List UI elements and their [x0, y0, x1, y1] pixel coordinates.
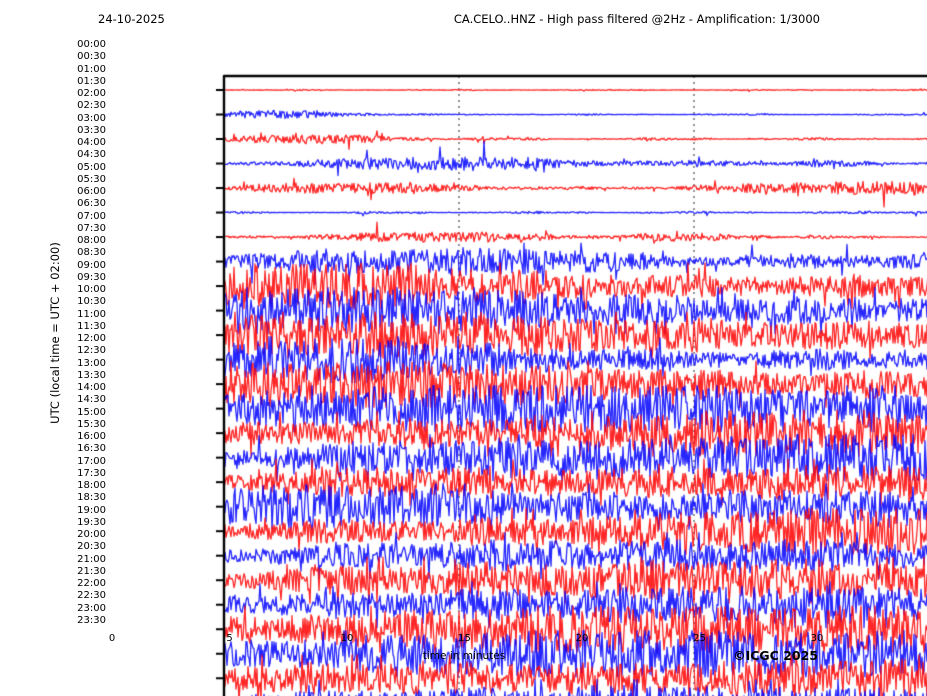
y-tick-label: 13:30	[77, 369, 106, 381]
y-tick-label: 14:30	[77, 394, 106, 406]
y-tick-label: 15:00	[77, 406, 106, 418]
y-tick-label: 03:00	[77, 112, 106, 124]
x-axis-title: time in minutes	[422, 650, 506, 662]
y-tick-label: 00:00	[77, 39, 106, 50]
y-tick-label: 02:00	[77, 88, 106, 100]
y-tick-label: 22:30	[77, 590, 106, 602]
y-tick-label: 15:30	[77, 418, 106, 430]
y-tick-label: 17:30	[77, 467, 106, 479]
y-tick-label: 10:00	[77, 284, 106, 296]
y-tick-label: 06:30	[77, 198, 106, 210]
y-tick-label: 20:30	[77, 541, 106, 553]
copyright-text: ©ICGC 2025	[733, 648, 818, 663]
y-tick-label: 16:30	[77, 443, 106, 455]
x-tick-label: 30	[810, 633, 824, 644]
plot-date: 24-10-2025	[98, 12, 165, 26]
y-tick-label: 09:00	[77, 259, 106, 271]
y-tick-label: 20:00	[77, 529, 106, 541]
y-tick-label: 05:00	[77, 161, 106, 173]
y-tick-label: 07:00	[77, 210, 106, 222]
y-tick-label: 23:00	[77, 602, 106, 614]
y-tick-label: 12:00	[77, 333, 106, 345]
y-tick-label: 08:30	[77, 247, 106, 259]
x-tick-label: 15	[458, 633, 471, 644]
y-tick-label: 06:00	[77, 186, 106, 198]
y-tick-label: 13:00	[77, 357, 106, 369]
x-tick-label: 25	[693, 633, 706, 644]
y-tick-label: 00:30	[77, 51, 106, 63]
y-tick-label: 09:30	[77, 271, 106, 283]
y-tick-label: 18:30	[77, 492, 106, 504]
x-tick-label: 5	[226, 633, 233, 644]
x-tick-label: 20	[575, 633, 589, 644]
y-tick-label: 16:00	[77, 431, 106, 443]
y-tick-label: 12:30	[77, 345, 106, 357]
y-tick-label: 21:30	[77, 565, 106, 577]
y-tick-label: 04:30	[77, 149, 106, 161]
y-tick-label: 18:00	[77, 480, 106, 492]
y-tick-label: 04:00	[77, 137, 106, 149]
y-tick-label: 01:30	[77, 75, 106, 87]
y-tick-label: 19:30	[77, 516, 106, 528]
y-tick-label: 10:30	[77, 296, 106, 308]
y-tick-label: 08:00	[77, 235, 106, 247]
y-tick-label: 01:00	[77, 63, 106, 75]
y-tick-label: 07:30	[77, 222, 106, 234]
plot-title: CA.CELO..HNZ - High pass filtered @2Hz -…	[453, 12, 820, 26]
y-tick-label: 05:30	[77, 173, 106, 185]
y-tick-label: 23:30	[77, 615, 106, 626]
y-tick-label: 17:00	[77, 455, 106, 467]
y-tick-label: 11:00	[77, 308, 106, 320]
y-tick-label: 02:30	[77, 100, 106, 112]
y-tick-label: 11:30	[77, 320, 106, 332]
y-tick-label: 03:30	[77, 124, 106, 136]
y-tick-label: 14:00	[77, 382, 106, 394]
y-tick-label: 22:00	[77, 578, 106, 590]
x-tick-label: 0	[108, 633, 116, 644]
y-tick-label: 19:00	[77, 504, 106, 516]
y-tick-label: 21:00	[77, 553, 106, 565]
x-tick-label: 10	[340, 633, 354, 644]
